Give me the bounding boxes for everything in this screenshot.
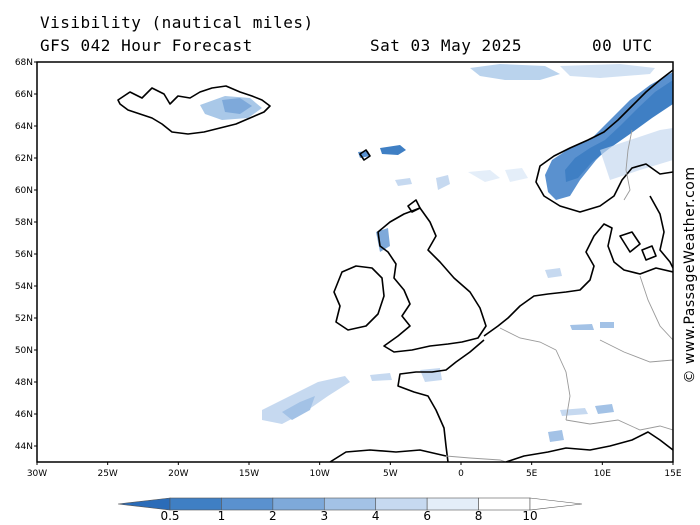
lat-tick-label: 62N [15, 154, 33, 164]
north-sea-patch-3 [545, 268, 562, 278]
coastlines [117, 69, 673, 462]
credit-label: © www.PassageWeather.com [682, 166, 698, 384]
iceland-coast [117, 85, 271, 135]
denmark-islands [619, 231, 657, 261]
norway-coast-dark [565, 80, 673, 182]
lat-tick-label: 52N [15, 314, 33, 324]
colorbar-label: 6 [423, 509, 431, 523]
scandinavia-coast [535, 69, 673, 213]
colorbar-segment [221, 497, 274, 511]
lat-tick-label: 56N [15, 250, 33, 260]
biscay-west-dark [282, 396, 315, 420]
colorbar-segment [323, 497, 377, 511]
lon-tick-label: 20W [168, 469, 188, 479]
iceland-inland-dark [222, 98, 252, 114]
lon-tick-label: 15E [664, 469, 681, 479]
sea-patch-3 [468, 170, 500, 182]
country-borders [445, 129, 673, 462]
lon-tick-label: 5W [383, 469, 398, 479]
colorbar-segment [375, 497, 428, 511]
border-france-spain [445, 455, 507, 462]
shetland-coast [407, 199, 421, 213]
colorbar-segment [426, 497, 479, 511]
ireland-coast [333, 265, 385, 331]
forecast-time: 00 UTC [592, 36, 653, 55]
lat-tick-label: 60N [15, 186, 33, 196]
lon-tick-label: 25W [97, 469, 117, 479]
alps-patch-2 [595, 404, 614, 414]
iberia-north-coast [329, 449, 447, 462]
colorbar-label: 3 [320, 509, 328, 523]
lat-tick-label: 68N [15, 58, 33, 68]
lon-tick-label: 0 [458, 469, 464, 479]
norwegian-sea-north-area [470, 64, 560, 80]
med-coast [505, 431, 673, 462]
map-background [37, 62, 673, 462]
lon-tick-label: 15W [239, 469, 259, 479]
lon-tick-label: 10W [309, 469, 329, 479]
lat-tick-label: 54N [15, 282, 33, 292]
great-britain-coast [377, 207, 487, 353]
lat-tick-label: 50N [15, 346, 33, 356]
lat-tick-label: 64N [15, 122, 33, 132]
longitude-ticks: 30W 25W 20W 15W 10W 5W 0 5E 10E 15E [27, 462, 682, 479]
colorbar: 0.5 1 2 3 4 6 8 10 [117, 497, 583, 523]
colorbar-label: 1 [218, 509, 226, 523]
border-germany-poland [639, 275, 673, 341]
lat-tick-label: 46N [15, 410, 33, 420]
faroe-patch-area [380, 145, 406, 155]
border-norway-sweden [623, 129, 633, 201]
sea-patch-2 [436, 175, 450, 190]
lowlands-coast [483, 223, 673, 337]
lat-tick-label: 48N [15, 378, 33, 388]
north-sea-patch-2 [600, 322, 614, 328]
alps-patch-1 [548, 430, 564, 442]
colorbar-label: 4 [372, 509, 380, 523]
lon-tick-label: 5E [526, 469, 538, 479]
norway-inland-fade [600, 128, 673, 180]
border-france-germany [555, 349, 571, 421]
forecast-date: Sat 03 May 2025 [370, 36, 522, 55]
colorbar-segment [272, 497, 325, 511]
north-sea-patch-1 [570, 324, 594, 330]
border-alps [565, 419, 673, 431]
chart-title: Visibility (nautical miles) [40, 13, 314, 32]
lon-tick-label: 30W [27, 469, 47, 479]
france-coast [397, 339, 485, 462]
visibility-shading [200, 64, 673, 442]
sea-patch-1 [395, 178, 412, 186]
colorbar-label: 2 [269, 509, 277, 523]
sweden-east-coast [649, 195, 673, 269]
lon-tick-label: 10E [594, 469, 611, 479]
sea-patch-4 [505, 168, 528, 182]
channel-patch [370, 373, 392, 381]
faroe-coast [359, 149, 371, 161]
map-frame [36, 61, 674, 463]
latitude-ticks: 44N 46N 48N 50N 52N 54N 56N 58N 60N 62N 64N 66N 68N [15, 58, 37, 452]
colorbar-arrow-high [529, 497, 583, 511]
lat-tick-label: 44N [15, 442, 33, 452]
lat-tick-label: 66N [15, 90, 33, 100]
border-benelux [499, 327, 557, 351]
norwegian-sea-north-area-2 [560, 64, 655, 78]
colorbar-label: 0.5 [160, 509, 179, 523]
credit-text: © www.PassageWeather.com [680, 150, 700, 400]
colorbar-label: 8 [475, 509, 483, 523]
model-forecast-label: GFS 042 Hour Forecast [40, 36, 253, 55]
colorbar-label: 10 [522, 509, 537, 523]
border-germany-czech [599, 339, 673, 363]
lat-tick-label: 58N [15, 218, 33, 228]
